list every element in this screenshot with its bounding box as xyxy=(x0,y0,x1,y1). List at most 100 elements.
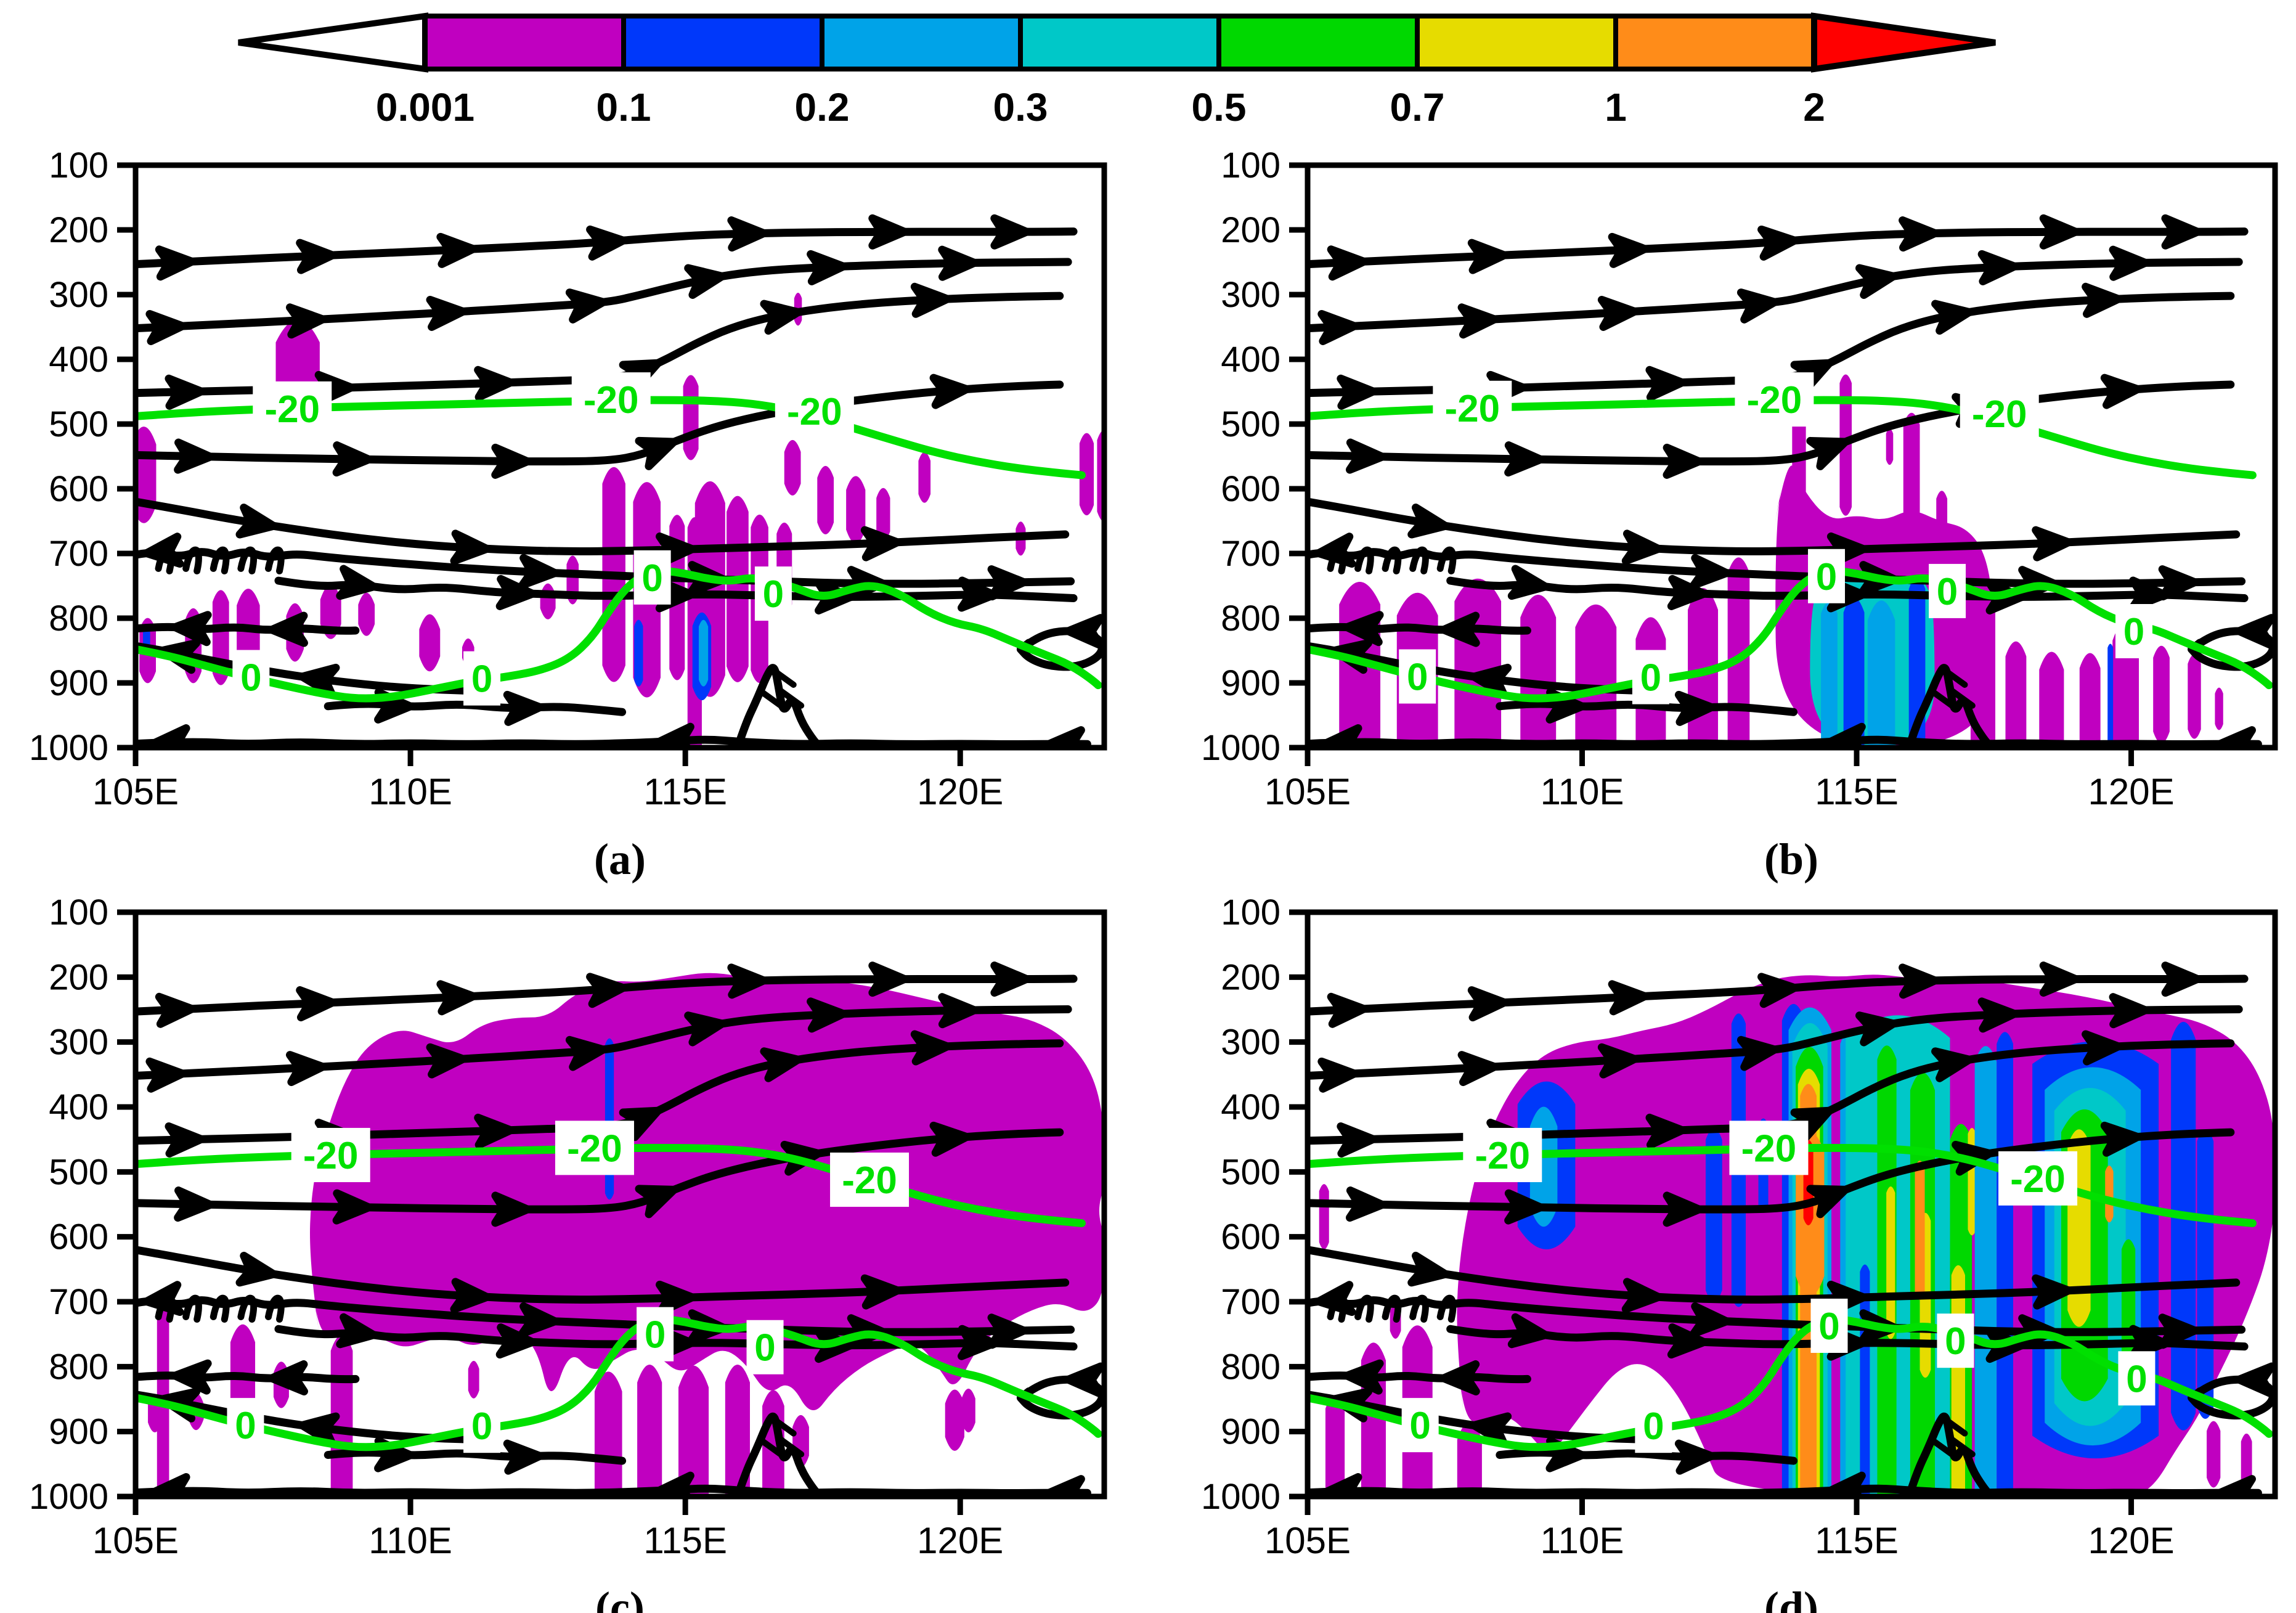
colorbar-cell xyxy=(1216,14,1420,71)
shaded-band xyxy=(2005,641,2027,748)
panel-plot-area: -20 -20 -20 0 0 0 0 0 xyxy=(1308,962,2275,1497)
contour-label-zero: 0 xyxy=(471,658,492,701)
panel-plot-area: -20 -20 -20 0 0 0 0 0 xyxy=(1308,214,2275,748)
shaded-band xyxy=(1867,600,1895,748)
streamline-arrow xyxy=(171,1359,212,1395)
streamline-arrow xyxy=(1757,973,1799,1008)
colorbar-tick-label: 0.3 xyxy=(993,85,1048,129)
y-tick-label: 400 xyxy=(1221,1087,1280,1127)
streamline xyxy=(136,1128,1064,1214)
y-tick-label: 200 xyxy=(1221,957,1280,997)
contour-label-zero-box xyxy=(463,1399,501,1453)
streamline xyxy=(136,1246,1070,1304)
streamline-arrow xyxy=(1457,303,1499,339)
contour-label-minus20: -20 xyxy=(1747,379,1802,422)
colorbar-tick-label: 1 xyxy=(1605,85,1627,129)
streamline-arrow xyxy=(150,1473,192,1497)
streamline-arrow xyxy=(1346,1186,1386,1222)
streamline-arrow xyxy=(155,992,196,1028)
x-tick-label: 115E xyxy=(643,771,727,812)
contour-label-minus20-box xyxy=(253,381,332,436)
streamline-arrow xyxy=(1736,288,1779,324)
streamline-arrow xyxy=(1457,1051,1499,1087)
streamline-arrow xyxy=(491,443,532,479)
streamline-arrow xyxy=(1439,611,1480,647)
y-tick-label: 800 xyxy=(49,1347,108,1387)
streamline-arrow xyxy=(1736,1035,1779,1071)
streamline-arrow xyxy=(298,1412,340,1448)
streamline-cusp xyxy=(265,1294,285,1323)
streamline-arrow xyxy=(684,264,727,299)
streamline-arrow xyxy=(807,997,847,1033)
streamline-arrow xyxy=(503,690,544,726)
shaded-band xyxy=(678,1365,709,1497)
y-tick-label: 900 xyxy=(49,663,108,703)
axes-box xyxy=(1305,909,2278,1500)
streamline-arrow xyxy=(171,611,212,647)
shaded-band xyxy=(1903,412,1920,551)
streamline-arrow xyxy=(267,1360,308,1395)
streamline-cusp xyxy=(155,1294,175,1323)
streamline-arrow xyxy=(426,295,467,331)
streamline-arrow xyxy=(450,529,491,565)
streamline-arrow xyxy=(1757,225,1799,261)
shaded-band xyxy=(2039,651,2064,748)
y-tick-label: 700 xyxy=(49,534,108,574)
streamline-arrow xyxy=(2161,962,2202,997)
y-tick-label: 1000 xyxy=(1201,728,1280,768)
streamline-arrow xyxy=(727,963,768,999)
colorbar-tick-label: 0.2 xyxy=(795,85,850,129)
shaded-band xyxy=(945,1389,964,1451)
streamline-arrow xyxy=(760,300,802,335)
contour-label-minus20: -20 xyxy=(842,1159,897,1202)
panel-caption: (b) xyxy=(1764,835,1818,884)
spike-barb xyxy=(1928,1436,1957,1459)
streamline-arrow xyxy=(495,574,537,610)
spike-barb xyxy=(776,1435,805,1458)
streamline-arrow xyxy=(2039,214,2080,250)
contour-label-zero-box xyxy=(1399,649,1436,704)
streamline xyxy=(1496,1448,1798,1465)
streamline-arrow xyxy=(2109,245,2149,281)
streamline xyxy=(136,623,360,635)
streamline-cusp xyxy=(1327,1294,1347,1323)
y-tick-label: 500 xyxy=(1221,1152,1280,1192)
spike-barb xyxy=(776,686,805,709)
streamline-arrow xyxy=(1645,1113,1687,1149)
streamline-arrow xyxy=(910,282,951,318)
x-tick-label: 115E xyxy=(1815,1520,1899,1561)
streamline-arrow xyxy=(165,374,205,410)
streamline-arrow xyxy=(2032,1274,2073,1310)
y-tick-label: 100 xyxy=(49,892,108,933)
surface-spike xyxy=(733,664,820,748)
streamline-arrow xyxy=(1931,300,1973,335)
y-tick-label: 700 xyxy=(49,1282,108,1322)
panel-d: -20 -20 -20 0 0 0 0 0 100 200 300 400 500 600 700 800 90… xyxy=(1201,892,2278,1613)
contour-label-zero: 0 xyxy=(763,573,784,616)
y-tick-label: 400 xyxy=(1221,340,1280,380)
streamline-arrow xyxy=(635,1185,678,1219)
contour-label-zero-box xyxy=(1808,549,1846,603)
streamline-arrow xyxy=(2128,576,2169,612)
shaded-band xyxy=(683,375,699,460)
colorbar-cell xyxy=(621,14,824,71)
contour-label-zero: 0 xyxy=(1937,571,1958,613)
streamline-arrow xyxy=(1663,443,1703,479)
streamline-arrow xyxy=(910,1030,951,1066)
streamline-arrow xyxy=(1317,1057,1359,1093)
streamline-cusp xyxy=(237,1294,258,1323)
streamline-arrow xyxy=(1346,438,1386,474)
streamline-cusp xyxy=(1354,546,1374,574)
contour-label-zero-box xyxy=(1937,1313,1974,1368)
streamline xyxy=(136,497,1070,555)
streamline-arrow xyxy=(518,1302,560,1337)
spike-barb xyxy=(757,1436,786,1459)
y-tick-label: 900 xyxy=(1221,1412,1280,1452)
contour-label-zero-box xyxy=(1810,1298,1848,1353)
streamline-arrow xyxy=(1690,553,1731,589)
axes-box xyxy=(1305,162,2278,751)
streamline-arrow xyxy=(1621,1278,1663,1313)
streamline-arrow xyxy=(2235,614,2275,650)
